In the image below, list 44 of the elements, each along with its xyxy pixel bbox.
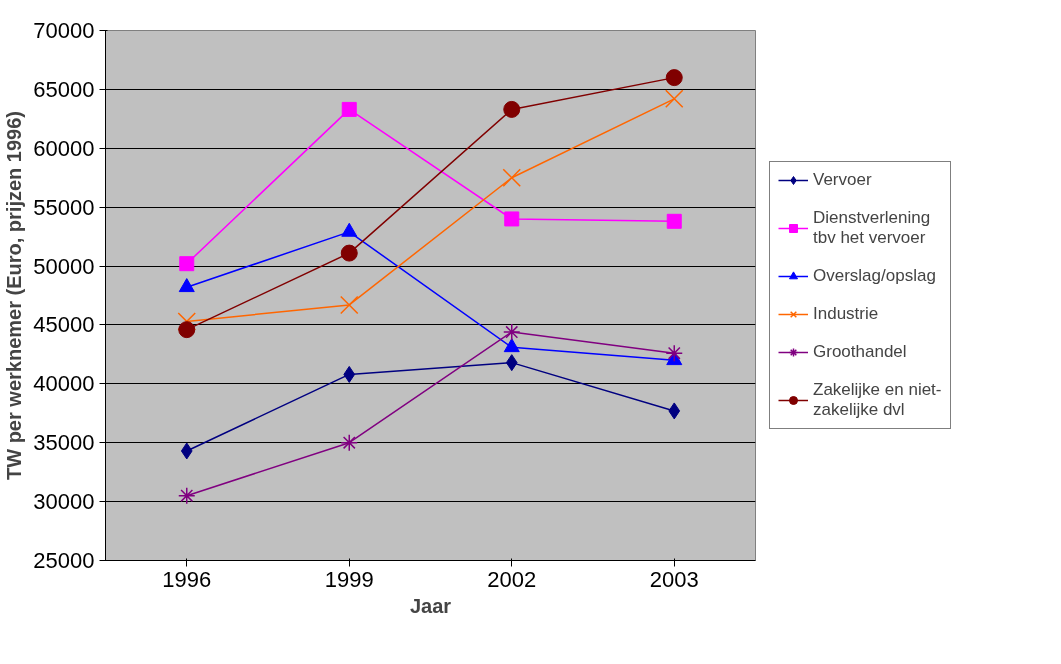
- x-tick-label: 1996: [162, 566, 212, 592]
- point: [340, 433, 358, 452]
- y-tick-label: 25000: [33, 548, 95, 573]
- y-tick-label: 50000: [33, 253, 95, 279]
- point: [503, 338, 520, 353]
- point: [666, 213, 682, 229]
- y-tick-label: 40000: [33, 371, 95, 397]
- y-tick-label: 60000: [33, 135, 95, 161]
- point: [668, 402, 681, 420]
- point: [503, 100, 521, 118]
- legend-label: Dienstverlening tbv het vervoer: [813, 208, 931, 248]
- point: [343, 365, 356, 383]
- point: [665, 69, 683, 87]
- x-tick-label: 1999: [324, 566, 374, 592]
- point: [340, 244, 358, 262]
- legend-label: Vervoer: [813, 170, 872, 190]
- x-tick-label: 2002: [487, 566, 537, 592]
- point: [178, 486, 196, 505]
- y-tick-label: 30000: [33, 489, 95, 515]
- x-tick-label: 2003: [649, 566, 699, 592]
- point: [178, 278, 195, 293]
- legend-label: Groothandel: [813, 342, 907, 362]
- point: [503, 323, 521, 341]
- legend-label: Zakelijke en niet- zakelijke dvl: [813, 380, 942, 420]
- legend-label: Industrie: [813, 304, 879, 324]
- point: [665, 344, 683, 362]
- y-tick-label: 45000: [33, 312, 95, 338]
- point: [341, 101, 357, 117]
- point: [505, 354, 518, 372]
- point: [665, 89, 684, 109]
- y-tick-label: 70000: [33, 18, 95, 43]
- point: [502, 168, 521, 187]
- y-tick-label: 65000: [33, 76, 95, 102]
- point: [340, 295, 359, 315]
- point: [504, 211, 520, 227]
- y-tick-label: 55000: [33, 194, 95, 220]
- y-axis-title: TW per werknemer (Euro, prijzen 1996): [3, 111, 26, 480]
- y-tick-label: 35000: [33, 430, 95, 456]
- point: [180, 442, 193, 460]
- x-axis-title: Jaar: [409, 594, 452, 617]
- point: [179, 256, 195, 272]
- legend-label: Overslag/opslag: [813, 266, 936, 286]
- point: [177, 312, 196, 331]
- point: [178, 321, 196, 339]
